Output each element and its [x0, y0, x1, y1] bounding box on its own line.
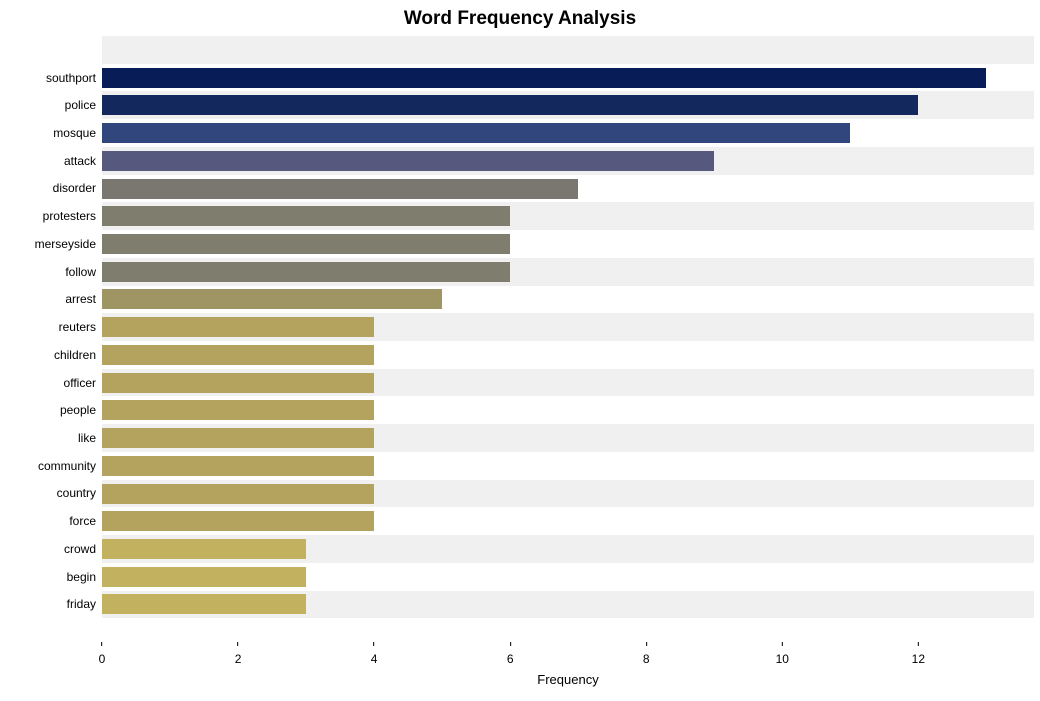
y-tick-label: protesters	[43, 202, 102, 230]
y-tick-label: like	[78, 424, 102, 452]
y-tick-label: begin	[67, 563, 102, 591]
chart-title: Word Frequency Analysis	[0, 8, 1040, 30]
y-tick-label: people	[60, 396, 102, 424]
bar	[102, 567, 306, 587]
bar	[102, 262, 510, 282]
plot-area: Frequency southportpolicemosqueattackdis…	[102, 36, 1034, 646]
bar	[102, 511, 374, 531]
x-tick-label: 0	[99, 646, 106, 666]
plot-stripe	[102, 36, 1034, 64]
bar	[102, 456, 374, 476]
x-axis-label: Frequency	[537, 646, 598, 687]
y-tick-label: children	[54, 341, 102, 369]
bar	[102, 373, 374, 393]
y-tick-label: follow	[65, 258, 102, 286]
bar	[102, 151, 714, 171]
bar	[102, 179, 578, 199]
y-tick-label: police	[65, 91, 102, 119]
y-tick-label: southport	[46, 64, 102, 92]
x-tick-label: 6	[507, 646, 514, 666]
bar	[102, 428, 374, 448]
bar	[102, 289, 442, 309]
x-tick-label: 10	[776, 646, 789, 666]
x-tick-label: 4	[371, 646, 378, 666]
bar	[102, 539, 306, 559]
bar	[102, 95, 918, 115]
bar	[102, 400, 374, 420]
bar	[102, 68, 986, 88]
bar	[102, 345, 374, 365]
bar	[102, 123, 850, 143]
y-tick-label: officer	[64, 369, 102, 397]
y-tick-label: reuters	[59, 313, 102, 341]
bar	[102, 234, 510, 254]
y-tick-label: arrest	[65, 286, 102, 314]
y-tick-label: force	[69, 507, 102, 535]
bar	[102, 317, 374, 337]
y-tick-label: country	[57, 480, 102, 508]
bar	[102, 594, 306, 614]
word-frequency-chart: Word Frequency Analysis Frequency southp…	[0, 0, 1040, 701]
y-tick-label: mosque	[53, 119, 102, 147]
bar	[102, 484, 374, 504]
y-tick-label: attack	[64, 147, 102, 175]
x-tick-label: 12	[912, 646, 925, 666]
x-tick-label: 2	[235, 646, 242, 666]
x-tick-label: 8	[643, 646, 650, 666]
bar	[102, 206, 510, 226]
y-tick-label: friday	[67, 591, 102, 619]
y-tick-label: disorder	[53, 175, 102, 203]
y-tick-label: crowd	[64, 535, 102, 563]
y-tick-label: community	[38, 452, 102, 480]
y-tick-label: merseyside	[35, 230, 102, 258]
